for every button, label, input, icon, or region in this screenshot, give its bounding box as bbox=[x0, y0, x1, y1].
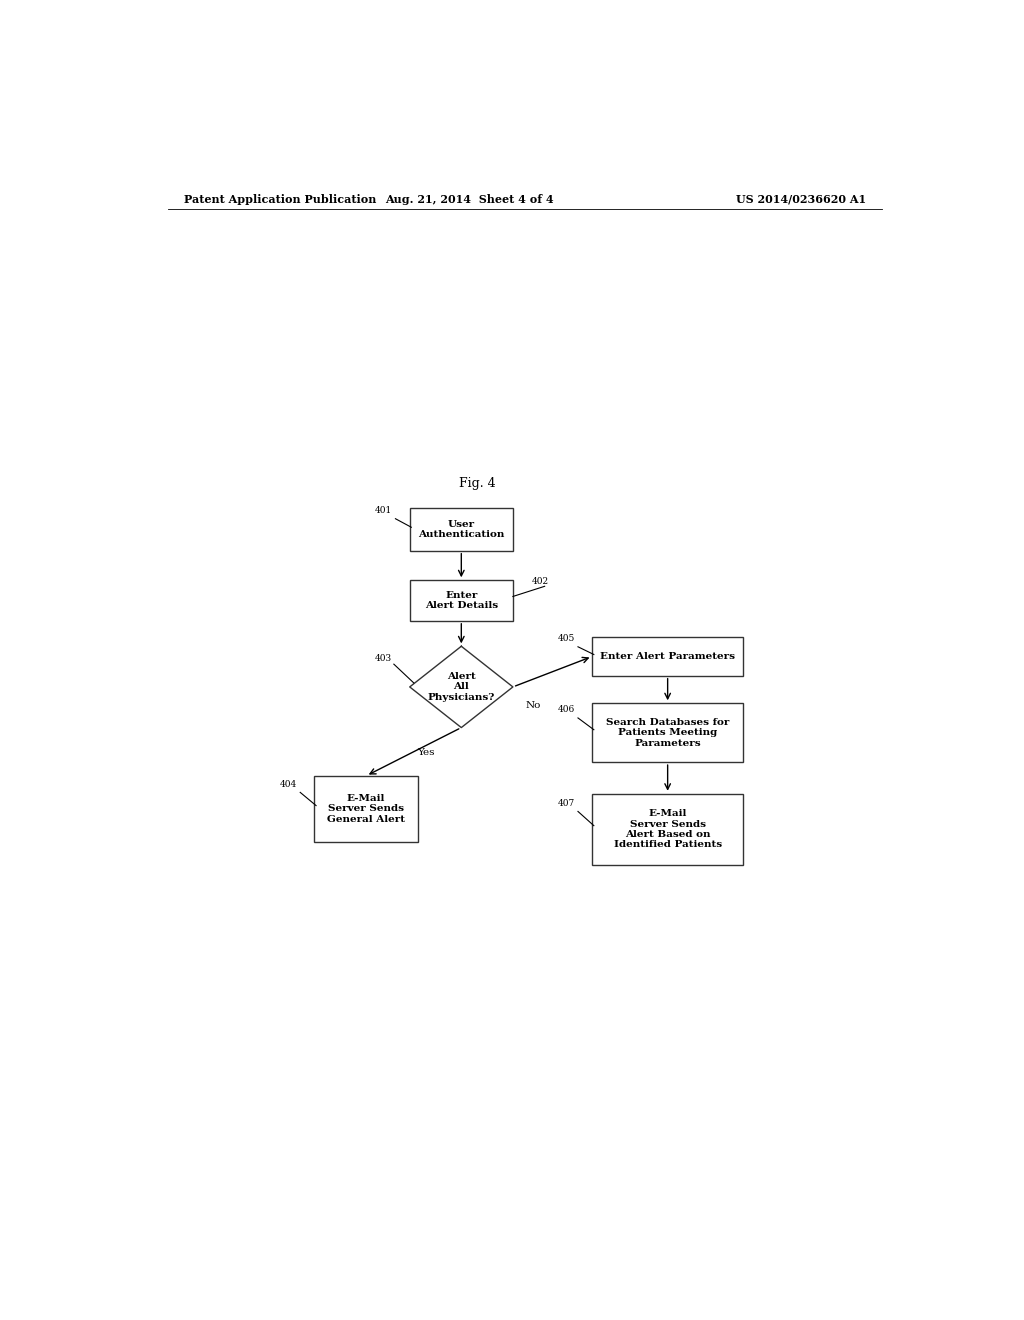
Text: Aug. 21, 2014  Sheet 4 of 4: Aug. 21, 2014 Sheet 4 of 4 bbox=[385, 194, 554, 205]
Text: No: No bbox=[525, 701, 541, 710]
Text: 404: 404 bbox=[280, 780, 297, 789]
Text: Alert
All
Physicians?: Alert All Physicians? bbox=[428, 672, 495, 702]
FancyBboxPatch shape bbox=[410, 581, 513, 620]
Text: E-Mail
Server Sends
Alert Based on
Identified Patients: E-Mail Server Sends Alert Based on Ident… bbox=[613, 809, 722, 849]
Text: 406: 406 bbox=[557, 705, 574, 714]
Text: Patent Application Publication: Patent Application Publication bbox=[183, 194, 376, 205]
Text: 405: 405 bbox=[557, 634, 574, 643]
Text: 402: 402 bbox=[531, 577, 549, 586]
Text: Search Databases for
Patients Meeting
Parameters: Search Databases for Patients Meeting Pa… bbox=[606, 718, 729, 747]
FancyBboxPatch shape bbox=[410, 508, 513, 550]
Text: 407: 407 bbox=[557, 799, 574, 808]
FancyBboxPatch shape bbox=[592, 704, 743, 762]
Text: User
Authentication: User Authentication bbox=[418, 520, 505, 539]
Polygon shape bbox=[410, 647, 513, 727]
Text: 401: 401 bbox=[375, 506, 392, 515]
Text: Fig. 4: Fig. 4 bbox=[459, 477, 496, 490]
FancyBboxPatch shape bbox=[592, 638, 743, 676]
Text: E-Mail
Server Sends
General Alert: E-Mail Server Sends General Alert bbox=[327, 795, 406, 824]
FancyBboxPatch shape bbox=[592, 793, 743, 865]
Text: Enter Alert Parameters: Enter Alert Parameters bbox=[600, 652, 735, 661]
FancyBboxPatch shape bbox=[314, 776, 418, 842]
Text: US 2014/0236620 A1: US 2014/0236620 A1 bbox=[736, 194, 866, 205]
Text: Yes: Yes bbox=[417, 748, 434, 758]
Text: 403: 403 bbox=[375, 653, 391, 663]
Text: Enter
Alert Details: Enter Alert Details bbox=[425, 591, 498, 610]
